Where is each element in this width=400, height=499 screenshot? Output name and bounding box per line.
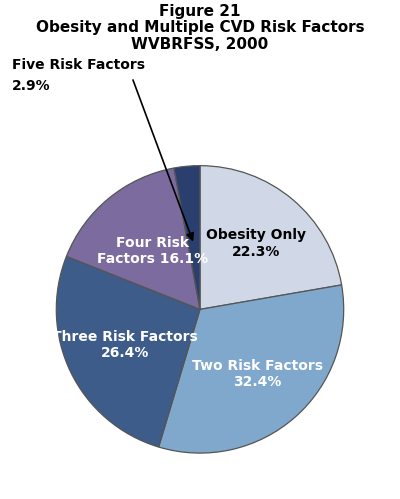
Text: Two Risk Factors
32.4%: Two Risk Factors 32.4%	[192, 359, 322, 389]
Text: Four Risk
Factors 16.1%: Four Risk Factors 16.1%	[97, 236, 208, 266]
Wedge shape	[56, 256, 200, 447]
Text: Five Risk Factors: Five Risk Factors	[12, 58, 145, 72]
Wedge shape	[200, 166, 342, 309]
Wedge shape	[66, 168, 200, 309]
Text: WVBRFSS, 2000: WVBRFSS, 2000	[131, 37, 269, 52]
Text: Figure 21: Figure 21	[159, 4, 241, 19]
Text: Three Risk Factors
26.4%: Three Risk Factors 26.4%	[52, 330, 198, 360]
Text: Obesity Only
22.3%: Obesity Only 22.3%	[206, 229, 306, 258]
Text: 2.9%: 2.9%	[12, 79, 51, 93]
Wedge shape	[159, 285, 344, 453]
Wedge shape	[174, 166, 200, 309]
Text: Obesity and Multiple CVD Risk Factors: Obesity and Multiple CVD Risk Factors	[36, 20, 364, 35]
